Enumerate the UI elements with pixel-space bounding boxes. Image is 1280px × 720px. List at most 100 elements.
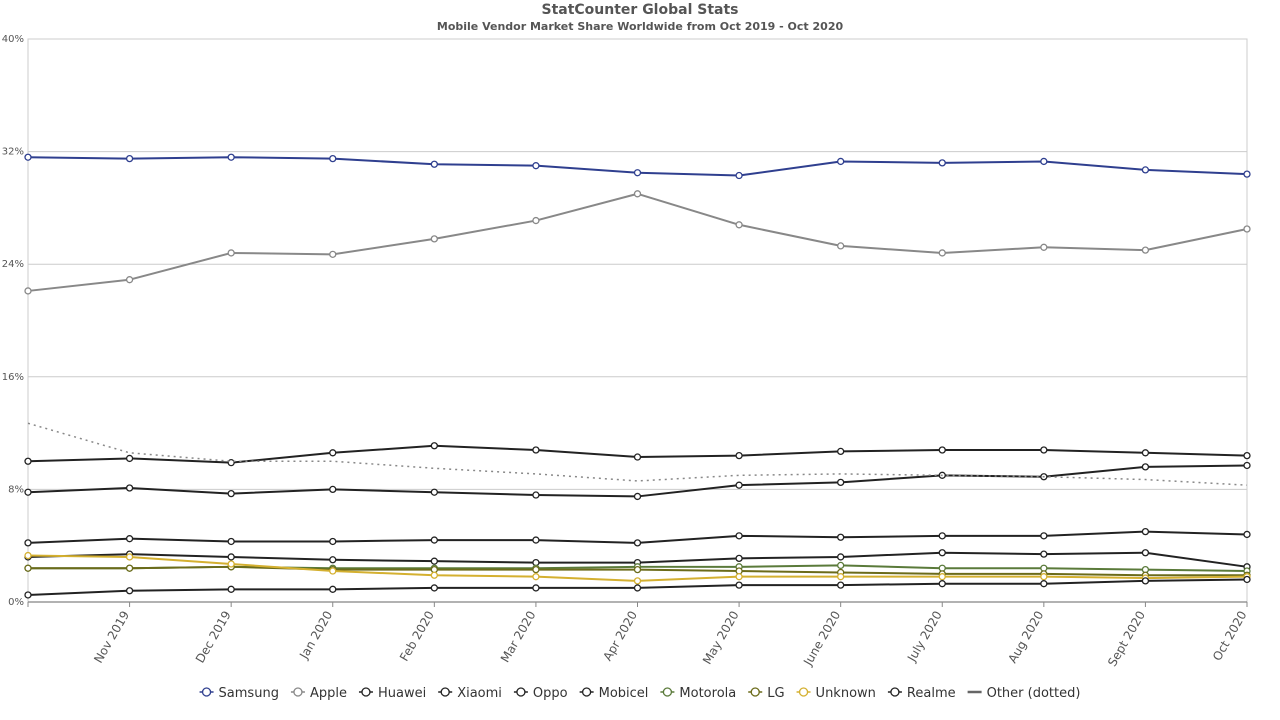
data-point [125, 564, 134, 572]
y-tick-label: 24% [2, 259, 24, 270]
legend-swatch [293, 687, 303, 697]
legend-swatch [516, 687, 526, 697]
data-point [430, 557, 438, 565]
data-point [938, 446, 946, 454]
data-point [125, 454, 134, 463]
series-realme [24, 575, 1251, 599]
x-tick-label: Sept 2020 [1105, 609, 1148, 669]
series-line-apple [27, 192, 1248, 292]
data-point [1040, 243, 1048, 251]
series-xiaomi [24, 461, 1251, 501]
data-point [532, 162, 540, 170]
legend-swatch [361, 687, 371, 697]
data-point [227, 249, 235, 257]
data-point [227, 153, 235, 161]
data-point [227, 560, 235, 568]
data-point [837, 157, 845, 166]
data-point [837, 242, 845, 250]
data-point [735, 171, 743, 180]
data-point [633, 453, 642, 461]
series-apple [24, 190, 1251, 295]
data-point [329, 567, 337, 575]
data-point [837, 478, 845, 487]
legend-item-unknown: Unknown [796, 686, 876, 701]
data-point [329, 556, 337, 564]
data-point [532, 216, 540, 225]
x-tick-label: Mar 2020 [498, 609, 539, 665]
data-point [938, 573, 946, 581]
data-point [329, 250, 337, 258]
data-point [837, 533, 845, 541]
data-point [430, 235, 438, 243]
data-point [227, 553, 235, 561]
data-point [837, 573, 845, 581]
legend-label: Motorola [679, 686, 736, 701]
data-point [329, 449, 337, 457]
data-point [125, 535, 134, 543]
legend-item-xiaomi: Xiaomi [438, 686, 502, 701]
legend-label: Other (dotted) [987, 686, 1081, 701]
x-tick-label: June 2020 [800, 609, 843, 669]
data-point [633, 169, 642, 177]
legend-swatch [890, 687, 900, 697]
grid [27, 38, 1248, 603]
legend-item-oppo: Oppo [513, 686, 568, 701]
plot-frame [27, 38, 1248, 603]
legend-label: Huawei [378, 686, 426, 701]
data-point [837, 561, 845, 570]
data-point [1040, 532, 1048, 540]
data-point [633, 565, 642, 574]
series-line-other-dotted [27, 422, 1248, 486]
series-samsung [24, 153, 1251, 180]
data-point [735, 532, 743, 540]
data-point [633, 190, 642, 198]
data-point [837, 447, 845, 456]
data-point [938, 532, 946, 540]
data-point [1243, 170, 1251, 178]
data-point [1243, 461, 1251, 470]
series-lines [24, 153, 1251, 599]
data-point [735, 581, 743, 589]
data-point [1243, 451, 1251, 460]
y-tick-label: 8% [8, 484, 24, 495]
data-point [430, 488, 438, 496]
x-tick-label: Apr 2020 [600, 609, 640, 664]
data-point [532, 491, 540, 499]
data-point [1141, 246, 1150, 254]
legend-label: LG [767, 686, 784, 701]
legend-label: Apple [310, 686, 347, 701]
data-point [24, 153, 32, 161]
legend-swatch [440, 687, 450, 697]
data-point [430, 160, 438, 168]
data-point [735, 573, 743, 581]
series-mobicel [24, 549, 1251, 571]
y-tick-label: 0% [8, 597, 24, 608]
data-point [227, 489, 235, 498]
data-point [125, 276, 134, 284]
data-point [24, 564, 32, 572]
data-point [430, 571, 438, 579]
data-point [1141, 463, 1150, 471]
legend: Samsung Apple Huawei Xiaomi Oppo Mobicel Motor… [199, 686, 1081, 701]
x-tick-label: May 2020 [700, 609, 742, 667]
data-point [125, 553, 134, 561]
data-point [532, 446, 540, 454]
legend-item-apple: Apple [290, 686, 347, 701]
data-point [430, 584, 438, 592]
data-point [1141, 166, 1150, 174]
legend-item-lg: LG [748, 686, 785, 701]
legend-label: Mobicel [599, 686, 649, 701]
data-point [1040, 573, 1048, 581]
series-oppo [24, 527, 1251, 547]
legend-item-realme: Realme [887, 686, 956, 701]
data-point [837, 581, 845, 589]
legend-label: Samsung [219, 686, 279, 701]
data-point [24, 488, 32, 496]
data-point [430, 442, 438, 450]
data-point [329, 585, 337, 593]
data-point [125, 154, 134, 163]
data-point [329, 154, 337, 163]
legend-label: Oppo [533, 686, 568, 701]
legend-swatch [581, 687, 592, 697]
